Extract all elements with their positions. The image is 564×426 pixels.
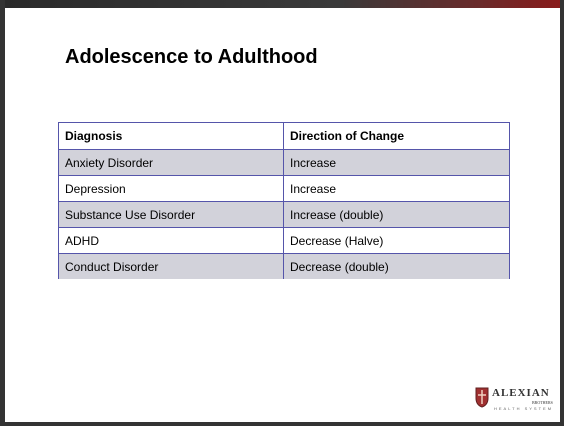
logo-shield bbox=[475, 387, 489, 408]
logo-sub: BROTHERS bbox=[532, 400, 553, 405]
table-row: Depression Increase bbox=[58, 175, 510, 202]
table-row: Conduct Disorder Decrease (double) bbox=[58, 253, 510, 279]
header-row: Diagnosis Direction of Change bbox=[58, 122, 510, 150]
table-cell: Decrease (double) bbox=[283, 253, 510, 279]
table-cell: Increase bbox=[283, 175, 510, 202]
left-bar bbox=[0, 0, 5, 426]
table-cell: Substance Use Disorder bbox=[58, 201, 284, 228]
table-cell: Depression bbox=[58, 175, 284, 202]
table-cell: Decrease (Halve) bbox=[283, 227, 510, 254]
table-body: Anxiety Disorder Increase Depression Increa… bbox=[58, 149, 510, 279]
logo-name: ALEXIAN bbox=[492, 387, 550, 399]
header-cell: Direction of Change bbox=[283, 122, 510, 150]
table-cell: Increase (double) bbox=[283, 201, 510, 228]
top-bar bbox=[0, 0, 564, 8]
table-cell: Conduct Disorder bbox=[58, 253, 284, 279]
table-cell: Increase bbox=[283, 149, 510, 176]
table-cell: ADHD bbox=[58, 227, 284, 254]
table-row: Anxiety Disorder Increase bbox=[58, 149, 510, 176]
right-bar bbox=[560, 0, 564, 426]
table: Diagnosis Direction of Change Anxiety Di… bbox=[58, 122, 510, 279]
logo-system: HEALTH SYSTEM bbox=[494, 406, 554, 411]
logo: ALEXIAN BROTHERS HEALTH SYSTEM bbox=[472, 384, 558, 414]
table-row: ADHD Decrease (Halve) bbox=[58, 227, 510, 254]
bottom-bar bbox=[0, 422, 564, 426]
header-cell: Diagnosis bbox=[58, 122, 284, 150]
table-cell: Anxiety Disorder bbox=[58, 149, 284, 176]
table-row: Substance Use Disorder Increase (double) bbox=[58, 201, 510, 228]
slide-title: Adolescence to Adulthood bbox=[65, 46, 318, 68]
